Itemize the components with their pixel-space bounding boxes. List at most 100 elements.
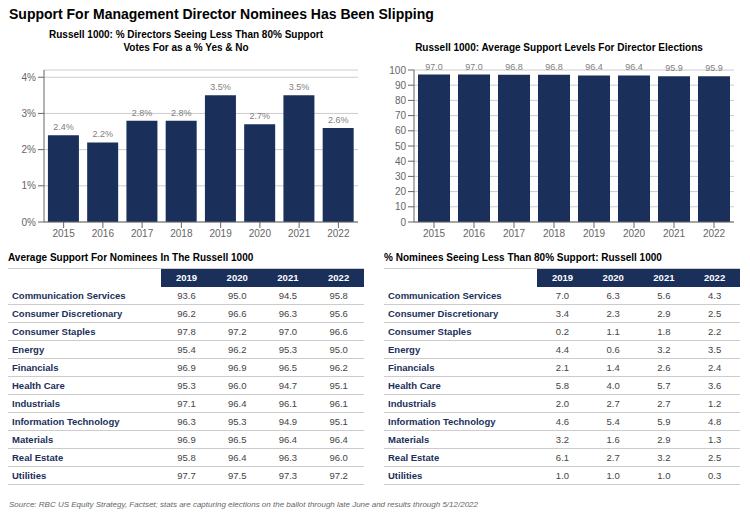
html-text:2021: 2021 bbox=[277, 272, 299, 284]
svg-text:2018: 2018 bbox=[543, 228, 566, 239]
svg-text:2022: 2022 bbox=[703, 228, 726, 239]
svg-text:2018: 2018 bbox=[170, 228, 193, 239]
html-text:95.6: 95.6 bbox=[329, 308, 348, 319]
svg-text:2019: 2019 bbox=[210, 228, 233, 239]
svg-text:97.0: 97.0 bbox=[425, 62, 443, 72]
svg-text:96.8: 96.8 bbox=[505, 62, 523, 72]
html-text:95.4: 95.4 bbox=[177, 344, 196, 355]
svg-text:3.5%: 3.5% bbox=[289, 82, 310, 92]
html-text:Support For Management Directo: Support For Management Director Nominees… bbox=[9, 6, 434, 22]
svg-text:2015: 2015 bbox=[423, 228, 446, 239]
html-text:Communication Services: Communication Services bbox=[388, 289, 502, 301]
html-text:Industrials: Industrials bbox=[12, 398, 60, 409]
svg-text:2021: 2021 bbox=[288, 228, 311, 239]
svg-text:97.0: 97.0 bbox=[465, 62, 483, 72]
html-text:2020: 2020 bbox=[602, 272, 624, 284]
svg-text:95.9: 95.9 bbox=[705, 63, 723, 73]
svg-text:50: 50 bbox=[395, 141, 407, 152]
html-text:96.6: 96.6 bbox=[329, 326, 348, 337]
svg-text:10: 10 bbox=[395, 201, 407, 212]
html-text:7.0: 7.0 bbox=[555, 289, 570, 301]
html-text:2022: 2022 bbox=[704, 272, 726, 284]
html-text:96.5: 96.5 bbox=[278, 362, 298, 373]
html-text:2019: 2019 bbox=[175, 272, 197, 284]
svg-text:2.4%: 2.4% bbox=[53, 122, 74, 132]
html-text:Consumer Staples: Consumer Staples bbox=[12, 326, 96, 337]
html-text:5.6: 5.6 bbox=[657, 289, 671, 301]
html-text:Russell 1000: Average Support: Russell 1000: Average Support Levels For… bbox=[415, 42, 703, 53]
html-text:Russell 1000: % Directors Seei: Russell 1000: % Directors Seeing Less Th… bbox=[49, 29, 323, 40]
html-text:2019: 2019 bbox=[551, 272, 573, 284]
svg-text:2019: 2019 bbox=[583, 228, 606, 239]
html-text:96.2: 96.2 bbox=[227, 344, 247, 355]
svg-text:2016: 2016 bbox=[92, 228, 115, 239]
svg-text:4%: 4% bbox=[22, 72, 37, 83]
html-text:96.6: 96.6 bbox=[227, 308, 247, 319]
svg-text:2016: 2016 bbox=[463, 228, 486, 239]
svg-text:2020: 2020 bbox=[623, 228, 646, 239]
html-text:97.0: 97.0 bbox=[278, 326, 298, 337]
html-text:95.1: 95.1 bbox=[329, 380, 348, 391]
html-text:95.8: 95.8 bbox=[329, 289, 348, 301]
html-text:96.4: 96.4 bbox=[227, 398, 247, 409]
svg-text:96.4: 96.4 bbox=[585, 62, 603, 72]
html-text:95.3: 95.3 bbox=[177, 380, 196, 391]
html-text:97.1: 97.1 bbox=[177, 398, 196, 409]
html-text:Energy: Energy bbox=[12, 344, 45, 355]
html-text:96.1: 96.1 bbox=[278, 398, 298, 409]
svg-text:2022: 2022 bbox=[327, 228, 350, 239]
svg-text:80: 80 bbox=[395, 95, 407, 106]
svg-text:0%: 0% bbox=[22, 217, 37, 228]
html-text:2021: 2021 bbox=[653, 272, 675, 284]
svg-text:100: 100 bbox=[389, 65, 406, 76]
svg-text:3.5%: 3.5% bbox=[210, 82, 231, 92]
html-text:97.8: 97.8 bbox=[177, 326, 196, 337]
html-text:96.3: 96.3 bbox=[278, 308, 298, 319]
svg-text:2.8%: 2.8% bbox=[132, 108, 153, 118]
html-text:96.9: 96.9 bbox=[227, 362, 247, 373]
svg-text:90: 90 bbox=[395, 80, 407, 91]
svg-text:2015: 2015 bbox=[53, 228, 76, 239]
svg-text:20: 20 bbox=[395, 186, 407, 197]
html-text:94.7: 94.7 bbox=[278, 380, 298, 391]
svg-text:2021: 2021 bbox=[663, 228, 686, 239]
svg-text:2.6%: 2.6% bbox=[328, 115, 349, 125]
html-text:Communication Services: Communication Services bbox=[12, 289, 126, 301]
svg-text:70: 70 bbox=[395, 110, 407, 121]
svg-text:96.8: 96.8 bbox=[545, 62, 563, 72]
html-text:Average Support For Nominees I: Average Support For Nominees In The Russ… bbox=[8, 252, 254, 263]
html-text:95.3: 95.3 bbox=[278, 344, 298, 355]
html-text:6.3: 6.3 bbox=[606, 289, 620, 301]
html-text:95.0: 95.0 bbox=[227, 289, 247, 301]
svg-text:95.9: 95.9 bbox=[665, 63, 683, 73]
svg-text:2.7%: 2.7% bbox=[249, 111, 270, 121]
html-text:96.2: 96.2 bbox=[177, 308, 196, 319]
html-text:96.0: 96.0 bbox=[227, 380, 247, 391]
html-text:97.2: 97.2 bbox=[227, 326, 247, 337]
html-text:95.0: 95.0 bbox=[329, 344, 348, 355]
html-text:2020: 2020 bbox=[226, 272, 248, 284]
html-text:96.9: 96.9 bbox=[177, 362, 196, 373]
html-text:93.6: 93.6 bbox=[177, 289, 196, 301]
html-text:96.2: 96.2 bbox=[329, 362, 348, 373]
html-text:94.5: 94.5 bbox=[278, 289, 298, 301]
svg-text:2017: 2017 bbox=[503, 228, 526, 239]
svg-text:2020: 2020 bbox=[249, 228, 272, 239]
svg-text:2017: 2017 bbox=[131, 228, 154, 239]
html-text:Consumer Discretionary: Consumer Discretionary bbox=[12, 308, 123, 319]
svg-text:60: 60 bbox=[395, 125, 407, 136]
html-text:2022: 2022 bbox=[328, 272, 350, 284]
svg-text:30: 30 bbox=[395, 171, 407, 182]
svg-text:2.8%: 2.8% bbox=[171, 108, 192, 118]
svg-text:2%: 2% bbox=[22, 144, 37, 155]
html-text:Financials: Financials bbox=[12, 362, 59, 373]
svg-text:96.4: 96.4 bbox=[625, 62, 643, 72]
svg-text:1%: 1% bbox=[22, 180, 37, 191]
svg-text:3%: 3% bbox=[22, 108, 37, 119]
svg-text:2.2%: 2.2% bbox=[92, 129, 113, 139]
html-text:Votes For as a % Yes & No: Votes For as a % Yes & No bbox=[123, 42, 249, 53]
html-text:Health Care: Health Care bbox=[12, 380, 65, 391]
svg-text:0: 0 bbox=[400, 217, 406, 228]
svg-text:40: 40 bbox=[395, 156, 407, 167]
html-text:4.3: 4.3 bbox=[708, 289, 722, 301]
